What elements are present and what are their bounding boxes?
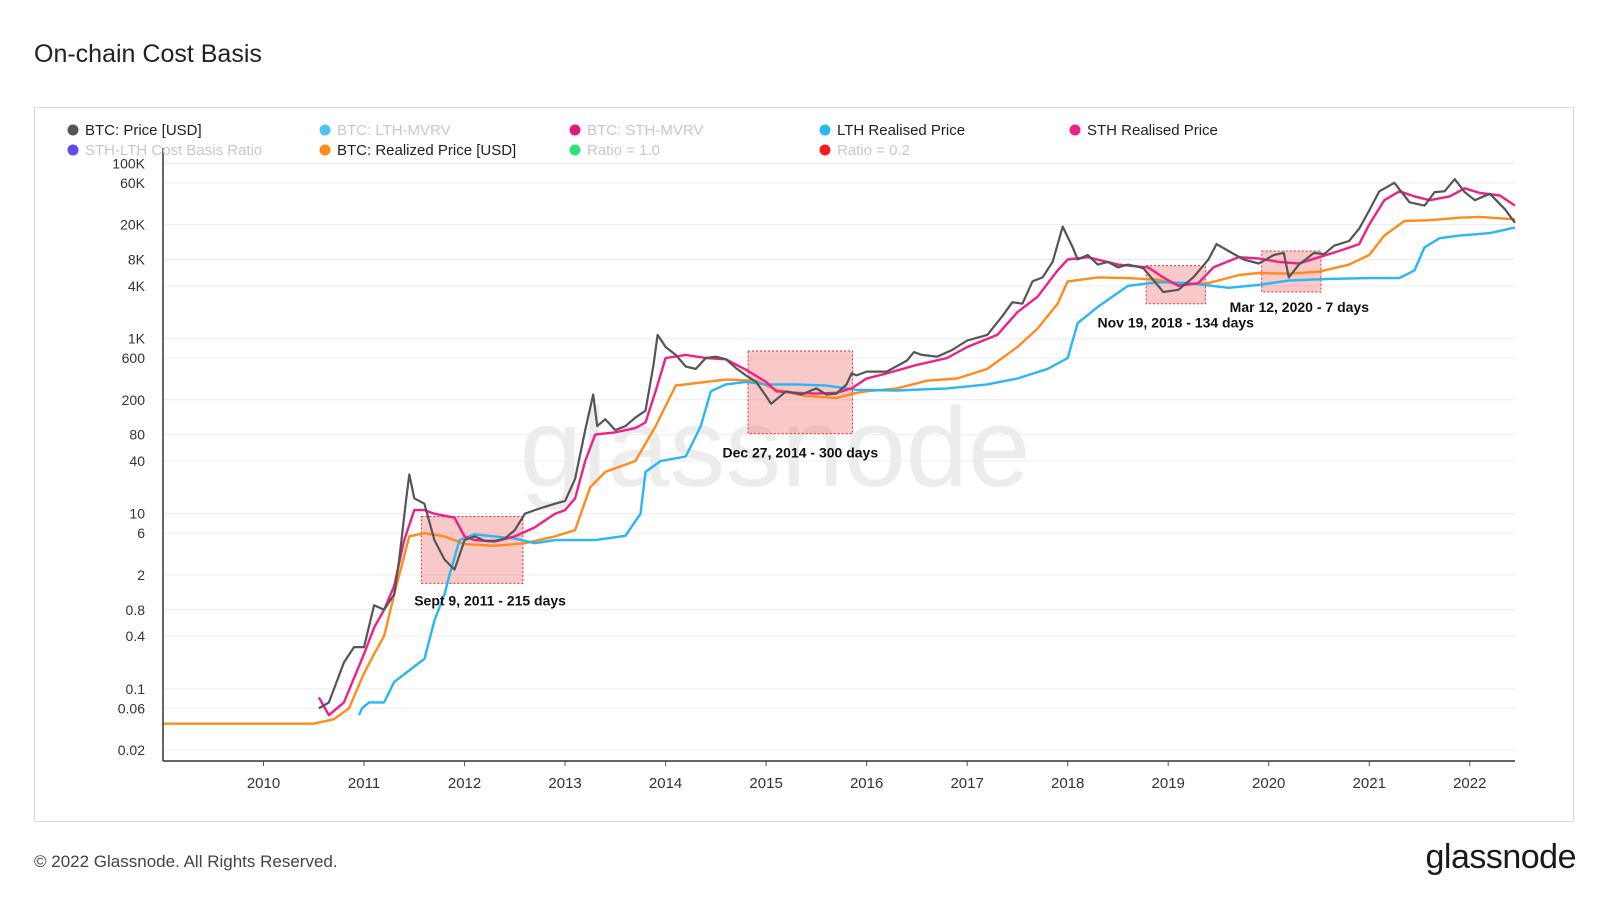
legend-marker [1069, 124, 1081, 136]
series-line [318, 178, 1516, 710]
y-tick-label: 600 [122, 350, 146, 366]
y-tick-label: 40 [129, 453, 145, 469]
legend-marker [569, 144, 581, 156]
x-tick-label: 2020 [1252, 775, 1285, 792]
legend-item: Ratio = 0.2 [837, 142, 910, 159]
legend-item: Ratio = 1.0 [587, 142, 660, 159]
footer-logo: glassnode [1425, 838, 1576, 876]
x-tick-label: 2011 [348, 775, 380, 792]
x-tick-label: 2018 [1051, 775, 1084, 792]
page-title: On-chain Cost Basis [34, 40, 262, 68]
y-tick-label: 100K [112, 155, 145, 171]
y-tick-label: 200 [122, 392, 146, 408]
y-tick-label: 4K [128, 278, 146, 294]
legend-marker [319, 144, 331, 156]
legend-item: BTC: STH-MVRV [587, 122, 703, 139]
legend-marker [67, 144, 79, 156]
x-tick-label: 2022 [1453, 775, 1486, 792]
annotation-labels: Sept 9, 2011 - 215 days Dec 27, 2014 - 30… [414, 299, 1369, 608]
watermark: glassnode [520, 385, 1031, 510]
y-tick-label: 10 [129, 506, 145, 522]
axes [162, 148, 1515, 766]
y-tick-label: 80 [129, 427, 145, 443]
y-tick-label: 6 [137, 525, 145, 541]
y-tick-label: 8K [128, 251, 146, 267]
legend-marker [569, 124, 581, 136]
x-tick-label: 2021 [1353, 775, 1386, 792]
y-tick-label: 0.1 [126, 681, 146, 697]
series-line [357, 226, 1516, 716]
chart-card: glassnode 100K 60K 20K 8K 4K 1K 600 200 80 40 10 6 2… [34, 107, 1574, 822]
annotation-label: Mar 12, 2020 - 7 days [1230, 299, 1370, 315]
x-axis-labels: 2010 2011 2012 2013 2014 2015 2016 2017 2018 2019… [247, 775, 1487, 792]
annotation-label: Sept 9, 2011 - 215 days [414, 592, 566, 608]
annotation-label: Nov 19, 2018 - 134 days [1098, 315, 1255, 331]
legend-marker [819, 144, 831, 156]
series-line [163, 215, 1516, 725]
x-tick-label: 2015 [749, 775, 782, 792]
legend-marker [819, 124, 831, 136]
legend: BTC: Price [USD] BTC: LTH-MVRV BTC: STH-MV… [67, 122, 1218, 159]
x-tick-label: 2010 [247, 775, 280, 792]
legend-marker [319, 124, 331, 136]
y-tick-label: 0.02 [118, 742, 145, 758]
y-tick-label: 0.4 [126, 628, 146, 644]
annotation-box [420, 515, 524, 584]
y-tick-label: 1K [128, 331, 146, 347]
legend-marker [67, 124, 79, 136]
chart-svg: glassnode 100K 60K 20K 8K 4K 1K 600 200 80 40 10 6 2… [67, 122, 1516, 792]
y-tick-label: 2 [137, 567, 145, 583]
y-tick-label: 0.8 [126, 602, 146, 618]
y-tick-label: 0.06 [118, 700, 145, 716]
legend-item: BTC: Realized Price [USD] [337, 142, 516, 159]
legend-item: LTH Realised Price [837, 122, 965, 139]
legend-item: BTC: Price [USD] [85, 122, 202, 139]
x-tick-label: 2017 [950, 775, 983, 792]
x-tick-label: 2013 [548, 775, 581, 792]
x-tick-label: 2012 [448, 775, 481, 792]
x-tick-label: 2016 [850, 775, 883, 792]
legend-item: BTC: LTH-MVRV [337, 122, 451, 139]
legend-item: STH-LTH Cost Basis Ratio [85, 142, 262, 159]
x-tick-label: 2019 [1152, 775, 1185, 792]
legend-item: STH Realised Price [1087, 122, 1218, 139]
y-tick-label: 60K [120, 175, 146, 191]
x-tick-label: 2014 [649, 775, 682, 792]
annotation-label: Dec 27, 2014 - 300 days [722, 445, 878, 461]
footer-copyright: © 2022 Glassnode. All Rights Reserved. [34, 852, 338, 871]
y-axis-labels: 100K 60K 20K 8K 4K 1K 600 200 80 40 10 6 2 0.8 0.4 0.1 0… [112, 155, 145, 758]
grid-lines [163, 162, 1515, 751]
y-tick-label: 20K [120, 217, 146, 233]
series-lines [163, 178, 1516, 725]
